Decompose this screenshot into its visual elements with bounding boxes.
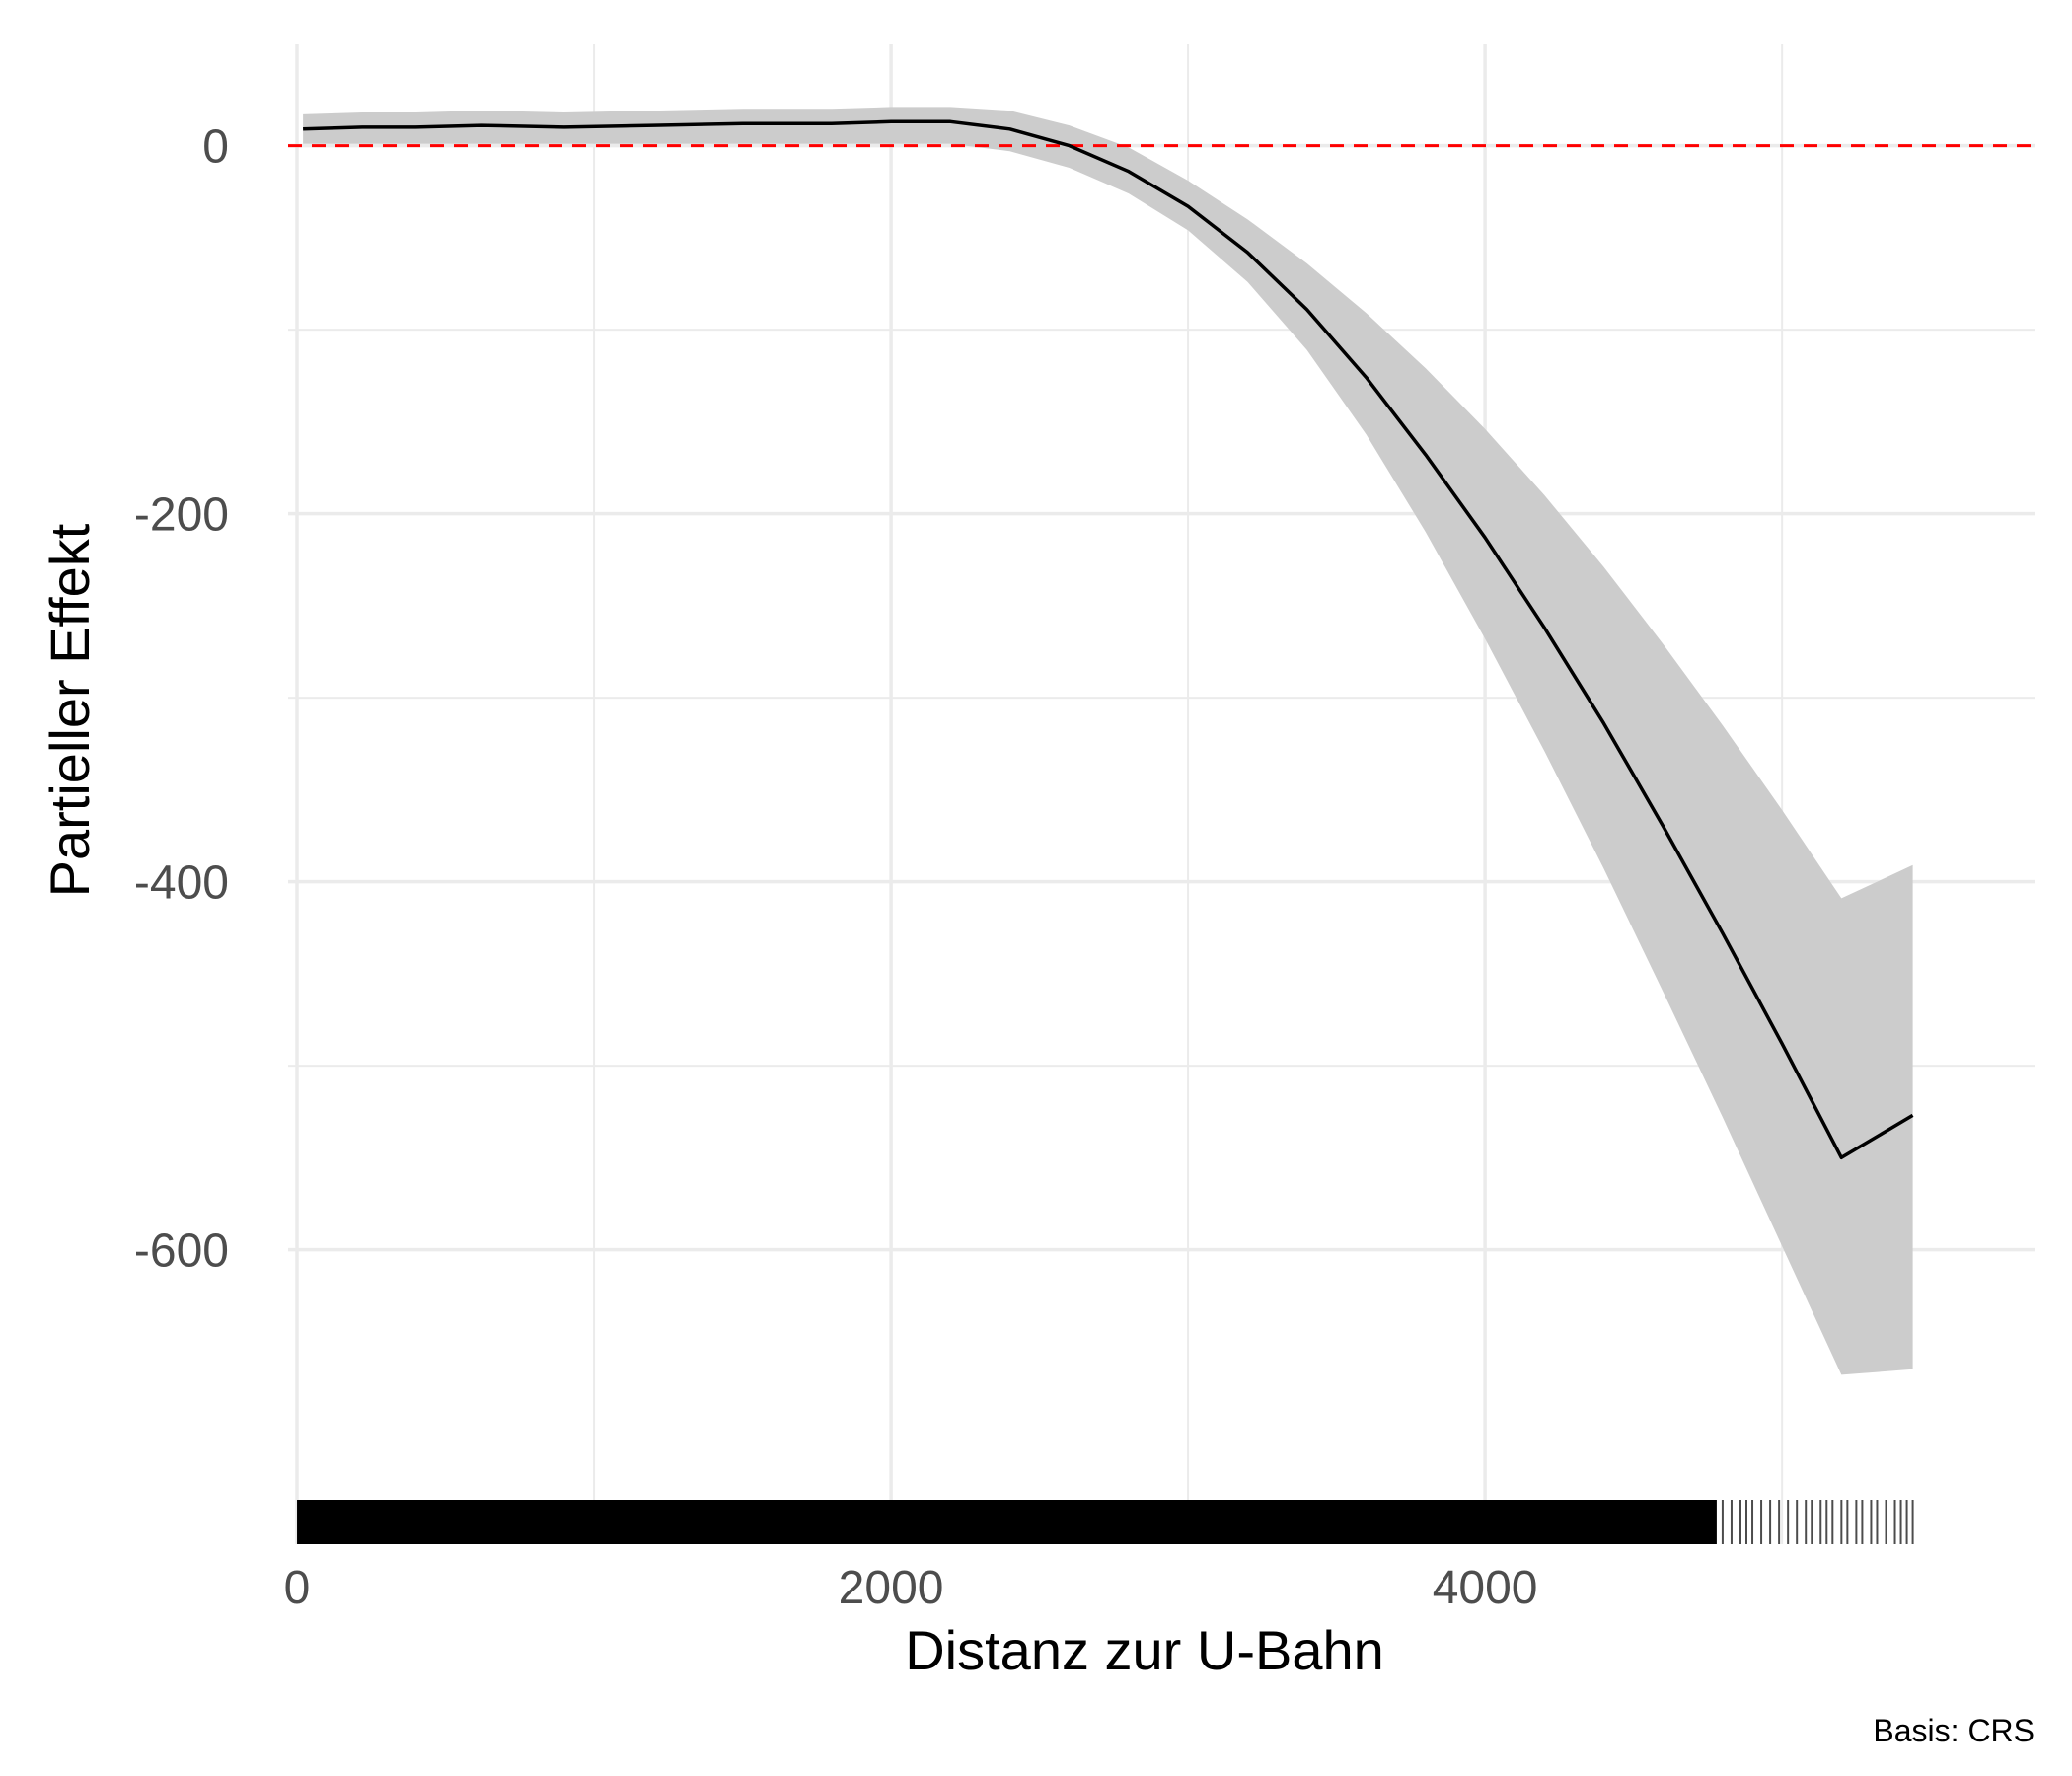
x-axis-title: Distanz zur U-Bahn [905,1619,1384,1681]
tick-label-layer: 0 2000 4000 0 -200 -400 -600 [134,121,1538,1614]
x-tick-label: 4000 [1433,1562,1538,1614]
effect-line-layer [303,119,1914,1160]
effect-line [303,119,1914,1160]
confidence-band-layer [303,107,1913,1375]
rug-dense-block [297,1500,1717,1544]
caption: Basis: CRS [1873,1713,2035,1748]
x-tick-label: 2000 [839,1562,944,1614]
confidence-band [303,107,1913,1375]
rug-layer [297,1500,1914,1544]
y-tick-label: -400 [134,857,229,910]
x-tick-label: 0 [284,1562,311,1614]
grid-layer [288,44,2035,1544]
y-axis-title: Partieller Effekt [38,523,101,897]
y-tick-label: -600 [134,1225,229,1278]
y-tick-label: -200 [134,489,229,542]
y-tick-label: 0 [202,121,229,174]
